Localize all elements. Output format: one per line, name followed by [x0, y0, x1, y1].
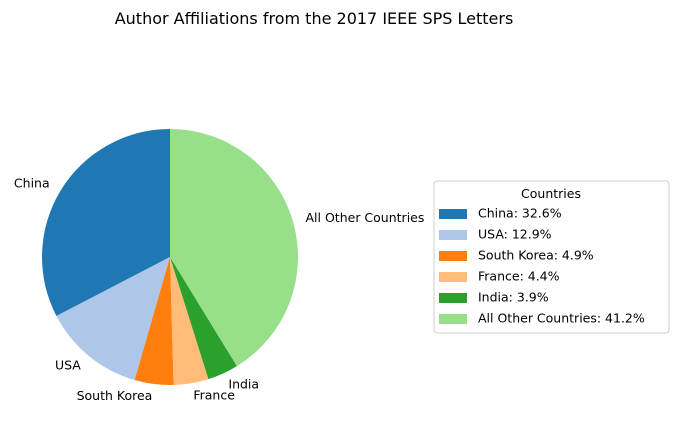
legend-swatch-france	[439, 272, 467, 282]
legend-frame	[433, 180, 670, 334]
pie-slices	[42, 129, 298, 385]
pie-label-india: India	[228, 377, 259, 392]
pie-slice-south-korea	[134, 257, 174, 385]
legend-label-france: France: 4.4%	[478, 269, 560, 284]
pie-slice-india	[170, 257, 237, 380]
pie-slice-usa	[56, 257, 170, 381]
pie-label-france: France	[193, 387, 235, 402]
pie-label-all-other-countries: All Other Countries	[306, 210, 425, 225]
legend-swatch-china	[439, 209, 467, 219]
legend-label-china: China: 32.6%	[478, 206, 562, 221]
legend-swatch-india	[439, 293, 467, 303]
pie-slice-china	[42, 129, 170, 317]
legend-swatch-south-korea	[439, 251, 467, 261]
legend-items: China: 32.6% USA: 12.9% South Korea: 4.9% F…	[439, 206, 645, 326]
pie-slice-all-other-countries	[170, 129, 298, 367]
legend-label-south-korea: South Korea: 4.9%	[478, 248, 594, 263]
legend-label-all-other-countries: All Other Countries: 41.2%	[478, 311, 645, 326]
legend-swatch-usa	[439, 230, 467, 240]
legend-swatch-all-other-countries	[439, 314, 467, 324]
chart-title: Author Affiliations from the 2017 IEEE S…	[115, 9, 514, 28]
legend-label-india: India: 3.9%	[478, 290, 549, 305]
pie-label-south-korea: South Korea	[77, 388, 153, 403]
pie-slice-france	[170, 257, 209, 385]
pie-label-china: China	[14, 175, 50, 190]
legend-label-usa: USA: 12.9%	[478, 227, 552, 242]
pie-label-usa: USA	[55, 357, 81, 372]
legend: Countries China: 32.6% USA: 12.9% South Ko…	[433, 180, 670, 334]
legend-title: Countries	[521, 186, 581, 201]
